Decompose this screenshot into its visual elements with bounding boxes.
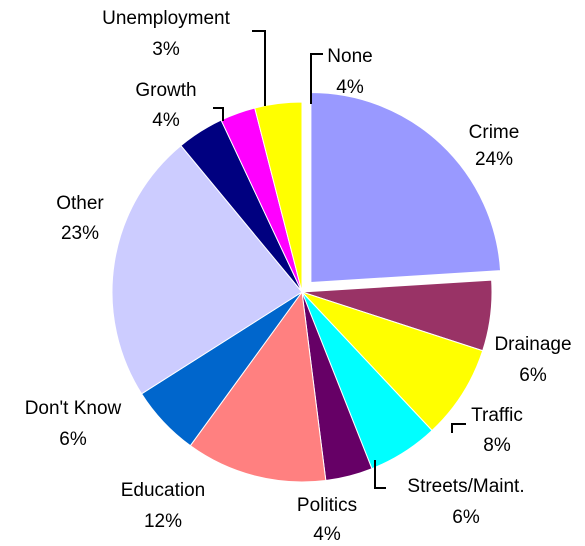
slice-label-drainage-pct: 6% xyxy=(519,365,547,386)
pie-slice-education xyxy=(189,290,327,483)
slice-label-crime-pct: 24% xyxy=(475,149,513,170)
leader-line-traffic xyxy=(451,423,466,433)
leader-line-none xyxy=(310,53,323,104)
slice-label-other-pct: 23% xyxy=(61,223,99,244)
slice-label-streets-pct: 6% xyxy=(452,507,480,528)
pie-slices xyxy=(111,92,502,483)
slice-label-crime-name: Crime xyxy=(469,122,520,143)
slice-label-growth-pct: 4% xyxy=(152,110,180,131)
slice-label-education-name: Education xyxy=(121,480,206,501)
leader-lines xyxy=(213,30,466,489)
leader-line-streets xyxy=(374,460,386,489)
pie-slice-none xyxy=(254,101,303,293)
slice-label-drainage-name: Drainage xyxy=(494,334,571,355)
slice-label-growth-name: Growth xyxy=(135,80,196,101)
slice-label-none-pct: 4% xyxy=(336,77,364,98)
slice-label-traffic-pct: 8% xyxy=(483,435,511,456)
slice-label-education-pct: 12% xyxy=(144,511,182,532)
slice-label-politics-pct: 4% xyxy=(313,524,341,545)
slice-label-other-name: Other xyxy=(56,193,104,214)
pie-slice-traffic xyxy=(301,291,484,432)
leader-line-growth xyxy=(213,107,224,121)
slice-label-dont-know-name: Don't Know xyxy=(25,398,122,419)
slice-label-dont-know-pct: 6% xyxy=(59,429,87,450)
slice-label-streets-name: Streets/Maint. xyxy=(407,476,524,497)
slice-label-unemployment-name: Unemployment xyxy=(102,8,230,29)
slice-label-politics-name: Politics xyxy=(297,495,357,516)
leader-line-unemployment xyxy=(252,30,266,106)
pie-slice-crime xyxy=(310,92,502,284)
slice-label-traffic-name: Traffic xyxy=(471,405,523,426)
pie-slice-other xyxy=(111,144,303,395)
slice-label-unemployment-pct: 3% xyxy=(152,39,180,60)
slice-label-none-name: None xyxy=(327,46,372,67)
